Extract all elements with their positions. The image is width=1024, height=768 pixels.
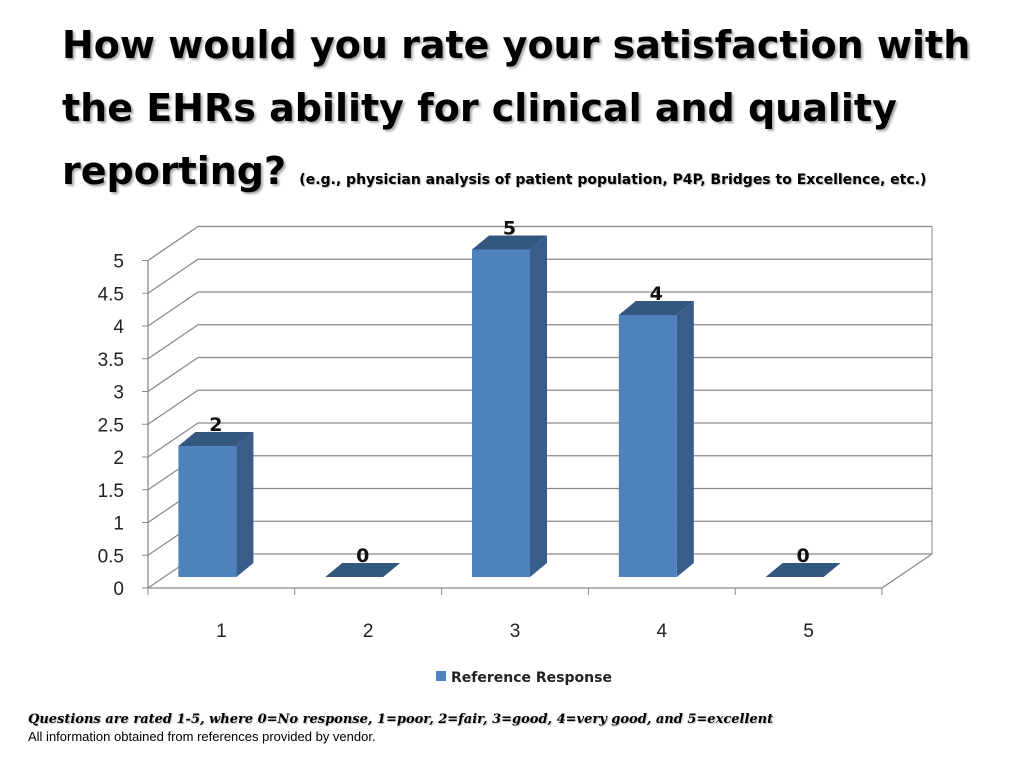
bar: 2 — [178, 414, 254, 577]
source-note: All information obtained from references… — [28, 729, 376, 744]
chart-axes — [147, 226, 933, 589]
footer: Questions are rated 1-5, where 0=No resp… — [28, 712, 773, 744]
title-subtitle: (e.g., physician analysis of patient pop… — [299, 172, 927, 188]
gridline — [147, 258, 932, 294]
bar: 5 — [472, 218, 547, 577]
y-tick-label: 1 — [113, 514, 124, 535]
gridline — [147, 225, 932, 262]
x-tick-label: 1 — [216, 621, 227, 642]
data-label: 2 — [209, 414, 222, 436]
y-tick-label: 5 — [113, 252, 124, 273]
slide-title: How would you rate your satisfaction wit… — [62, 14, 1002, 203]
y-tick-label: 2 — [113, 448, 124, 469]
y-axis-ticks: 0 0.5 1 1.5 2 2.5 3 3.5 4 4.5 5 — [98, 252, 148, 600]
legend-swatch — [436, 671, 446, 681]
bar-side — [530, 235, 547, 577]
y-tick-label: 3 — [113, 383, 124, 404]
bar: 4 — [618, 283, 694, 577]
bar-front — [178, 446, 237, 577]
bar-front — [472, 249, 530, 577]
legend-label: Reference Response — [451, 670, 612, 686]
y-tick-label: 0.5 — [98, 546, 124, 567]
bar-top — [178, 432, 254, 446]
y-tick-label: 0 — [113, 579, 124, 600]
data-label: 0 — [356, 545, 369, 567]
x-axis-ticks: 1 2 3 4 5 — [147, 588, 883, 642]
chart-bars: 2 0 5 4 0 — [178, 218, 841, 577]
y-tick-label: 4.5 — [98, 284, 124, 305]
floor-edge — [881, 553, 933, 589]
chart-legend: Reference Response — [436, 670, 612, 686]
x-tick-label: 2 — [363, 621, 374, 642]
gridline — [147, 291, 932, 327]
data-label: 4 — [650, 283, 663, 305]
bar: 0 — [325, 545, 401, 577]
bar-chart: 0 0.5 1 1.5 2 2.5 3 3.5 4 4.5 5 2 0 5 4 0 1 2 3 4 5 Refere… — [98, 218, 933, 686]
rating-footnote: Questions are rated 1-5, where 0=No resp… — [28, 712, 774, 727]
bar-top — [472, 235, 547, 250]
data-label: 0 — [796, 545, 809, 567]
data-label: 5 — [503, 218, 516, 240]
bar-top — [325, 563, 401, 577]
y-tick-label: 4 — [113, 317, 124, 338]
x-tick-label: 5 — [803, 621, 814, 642]
bar: 0 — [765, 545, 841, 577]
bar-side — [236, 432, 254, 577]
y-tick-label: 2.5 — [98, 415, 124, 436]
x-tick-label: 3 — [510, 621, 521, 642]
x-tick-label: 4 — [657, 621, 668, 642]
y-tick-label: 3.5 — [98, 350, 124, 371]
bar-top — [618, 301, 694, 315]
bar-side — [676, 301, 694, 577]
bar-front — [618, 315, 677, 577]
title-text: How would you rate your satisfaction wit… — [62, 23, 971, 193]
y-tick-label: 1.5 — [98, 481, 124, 502]
bar-top — [765, 563, 841, 577]
